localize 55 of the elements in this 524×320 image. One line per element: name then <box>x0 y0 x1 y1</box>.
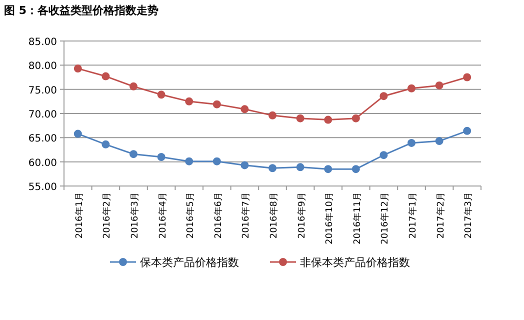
point <box>352 114 360 122</box>
y-tick-label: 60.00 <box>28 158 57 169</box>
point <box>380 92 388 100</box>
legend-label: 保本类产品价格指数 <box>140 256 239 269</box>
y-tick-label: 85.00 <box>28 37 57 48</box>
x-tick-label: 2016年8月 <box>268 192 280 239</box>
x-tick-label: 2016年4月 <box>157 192 168 239</box>
x-tick-label: 2016年10月 <box>324 192 336 244</box>
point <box>157 153 166 161</box>
point <box>74 130 82 138</box>
point <box>130 82 138 90</box>
point <box>212 157 221 166</box>
x-tick-label: 2016年12月 <box>380 192 391 244</box>
point <box>408 84 416 92</box>
point <box>240 161 249 170</box>
point <box>268 164 276 172</box>
x-tick-label: 2016年2月 <box>102 192 113 239</box>
point <box>268 111 276 120</box>
point <box>324 116 332 124</box>
point <box>74 64 82 73</box>
chart-title: 图 5：各收益类型价格指数走势 <box>4 4 158 17</box>
x-tick-label: 2016年1月 <box>74 192 85 239</box>
point <box>102 140 110 148</box>
point <box>157 90 166 99</box>
y-tick-label: 65.00 <box>28 134 57 145</box>
point <box>408 138 416 147</box>
point <box>130 150 138 158</box>
y-tick-label: 75.00 <box>28 85 57 96</box>
x-tick-label: 2017年2月 <box>435 192 446 239</box>
point <box>352 165 360 174</box>
x-tick-label: 2017年1月 <box>408 192 418 239</box>
x-tick-label: 2016年9月 <box>296 192 308 239</box>
y-tick-label: 80.00 <box>28 61 57 72</box>
x-tick-label: 2016年11月 <box>352 192 363 244</box>
point <box>240 105 249 114</box>
point <box>324 165 332 174</box>
y-tick-label: 70.00 <box>28 110 57 120</box>
point <box>296 163 304 172</box>
point <box>435 81 444 90</box>
point <box>185 97 194 106</box>
point <box>102 72 110 80</box>
y-tick-label: 55.00 <box>28 182 57 193</box>
point <box>463 73 472 82</box>
point <box>380 151 388 160</box>
x-tick-label: 2016年6月 <box>212 192 224 239</box>
legend-label: 非保本类产品价格指数 <box>300 256 410 269</box>
x-tick-label: 2017年3月 <box>463 192 474 239</box>
point <box>185 157 194 166</box>
x-tick-label: 2016年7月 <box>240 192 252 239</box>
point <box>212 100 221 108</box>
x-tick-label: 2016年3月 <box>130 192 140 239</box>
point <box>296 114 304 122</box>
point <box>435 137 444 146</box>
point <box>463 126 472 135</box>
x-tick-label: 2016年5月 <box>185 192 196 239</box>
